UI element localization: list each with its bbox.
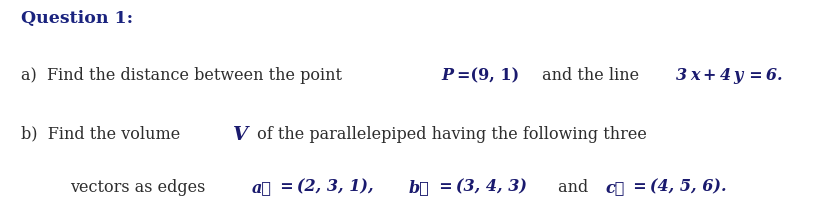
Text: y: y	[733, 67, 742, 84]
Text: = 6.: = 6.	[745, 67, 782, 84]
Text: c⃗: c⃗	[605, 178, 624, 195]
Text: Question 1:: Question 1:	[21, 10, 132, 27]
Text: 3: 3	[675, 67, 686, 84]
Text: = (3, 4, 3): = (3, 4, 3)	[435, 178, 526, 195]
Text: = (2, 3, 1),: = (2, 3, 1),	[277, 178, 374, 195]
Text: +: +	[701, 67, 715, 84]
Text: V: V	[232, 125, 247, 143]
Text: ​=​(9, 1): ​=​(9, 1)	[457, 67, 519, 84]
Text: of the parallelepiped having the following three: of the parallelepiped having the followi…	[252, 125, 647, 142]
Text: and the line: and the line	[537, 67, 643, 84]
Text: vectors as edges: vectors as edges	[70, 178, 211, 195]
Text: x: x	[689, 67, 699, 84]
Text: a⃗: a⃗	[251, 178, 271, 195]
Text: = (4, 5, 6).: = (4, 5, 6).	[629, 178, 726, 195]
Text: 4: 4	[719, 67, 729, 84]
Text: P: P	[441, 67, 453, 84]
Text: a)  Find the distance between the point: a) Find the distance between the point	[21, 67, 347, 84]
Text: b⃗: b⃗	[409, 178, 429, 195]
Text: and: and	[552, 178, 593, 195]
Text: b)  Find the volume: b) Find the volume	[21, 125, 185, 142]
